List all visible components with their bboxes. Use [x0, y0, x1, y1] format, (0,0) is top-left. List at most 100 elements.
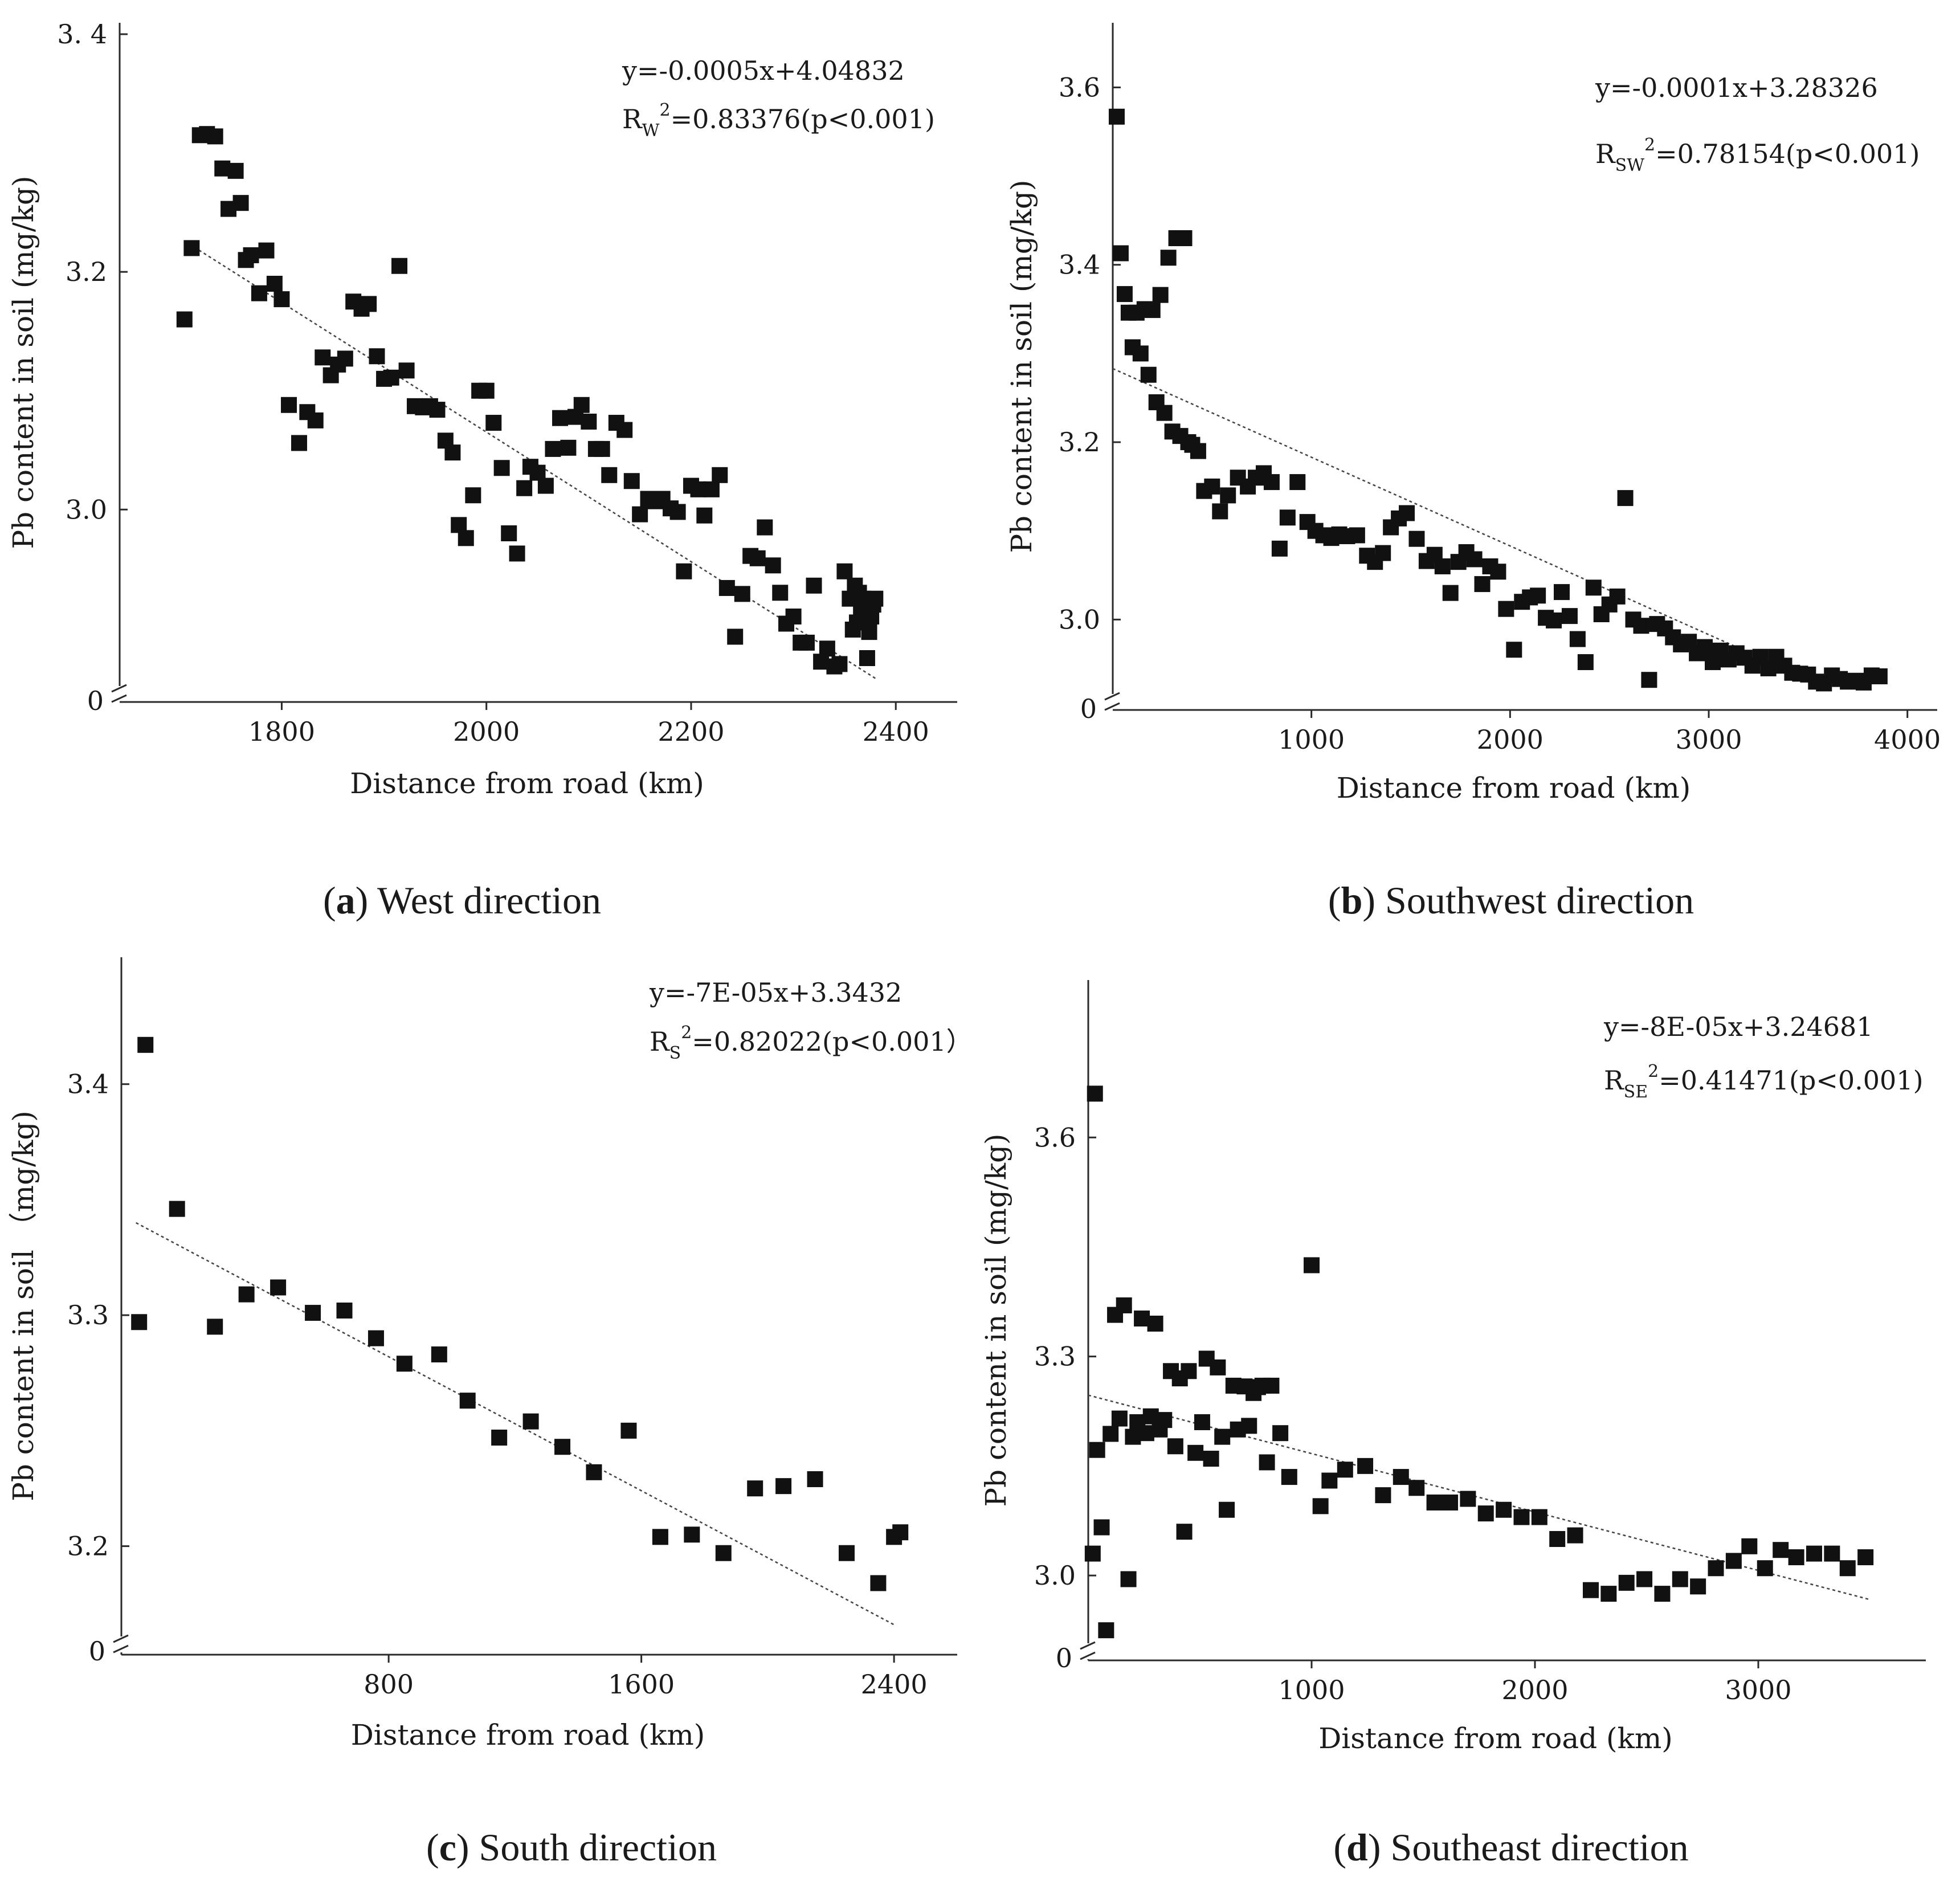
- data-point: [669, 504, 686, 520]
- data-point: [757, 519, 773, 536]
- data-point: [1263, 1377, 1280, 1394]
- caption-paren: ): [1362, 879, 1385, 922]
- y-break-label: 0: [89, 1636, 105, 1667]
- data-point: [1087, 1085, 1103, 1102]
- data-point: [361, 296, 377, 312]
- r-squared-label: RW2=0.83376(p<0.001): [622, 100, 935, 141]
- data-point: [1272, 1425, 1289, 1442]
- data-point: [137, 1036, 154, 1053]
- data-point: [861, 624, 877, 640]
- data-point: [652, 1529, 668, 1545]
- data-point: [391, 258, 408, 274]
- data-point: [772, 585, 789, 601]
- caption-paren: (: [1328, 879, 1341, 922]
- data-point: [718, 579, 735, 596]
- r-squared-label: RSW2=0.78154(p<0.001): [1595, 135, 1920, 175]
- trend-line: [136, 1222, 895, 1626]
- y-axis-title: Pb content in soil (mg/kg): [979, 1133, 1012, 1507]
- r-squared-value: =0.78154(p<0.001): [1655, 138, 1920, 169]
- data-point: [1806, 1545, 1822, 1562]
- data-point: [1204, 478, 1220, 495]
- data-point: [775, 1478, 792, 1495]
- chart-panel-c: 0 3.2 3.3 3.4 800 1600 2400 Distance from road …: [7, 957, 973, 1869]
- data-point: [1116, 1297, 1132, 1313]
- data-point: [1263, 474, 1280, 491]
- data-point: [1617, 490, 1634, 507]
- data-point: [444, 444, 461, 461]
- data-point: [429, 402, 446, 418]
- data-point: [715, 1545, 732, 1561]
- data-point: [1773, 1542, 1789, 1558]
- data-point: [806, 577, 822, 594]
- data-point: [266, 276, 283, 292]
- y-break-label: 0: [1056, 1643, 1072, 1673]
- chart-panel-d: 0 3.0 3.3 3.6 1000 2000 3000 Distance from road…: [979, 980, 1926, 1869]
- caption-paren: (: [426, 1826, 439, 1869]
- data-point: [586, 1464, 602, 1480]
- data-point: [1530, 587, 1546, 604]
- chart-panel-b: 0 3.0 3.2 3.4 3.6 1000 2000 3000 4000 Distance fr…: [1005, 23, 1941, 922]
- x-tick-label: 2000: [453, 716, 520, 747]
- y-tick-label: 3.6: [1059, 72, 1100, 103]
- regression-equation: y=-0.0001x+3.28326: [1595, 72, 1878, 103]
- r-superscript: 2: [1644, 135, 1655, 155]
- data-point: [383, 369, 399, 386]
- data-point: [458, 530, 474, 546]
- data-point: [243, 247, 259, 263]
- data-point: [1312, 1498, 1329, 1515]
- trend-line: [1112, 368, 1828, 689]
- axis-break-mark: [1080, 1651, 1096, 1660]
- data-point: [1187, 1444, 1204, 1461]
- data-point: [807, 1471, 823, 1487]
- data-point: [369, 348, 385, 365]
- r-squared-value: =0.41471(p<0.001): [1659, 1065, 1923, 1096]
- data-point: [1140, 366, 1157, 383]
- data-point: [1636, 1571, 1653, 1587]
- data-point: [1144, 302, 1161, 319]
- data-point: [623, 473, 640, 489]
- data-point: [727, 628, 744, 645]
- data-point: [522, 1413, 539, 1430]
- data-point: [1531, 1509, 1547, 1525]
- r-superscript: 2: [659, 100, 670, 120]
- data-point: [892, 1524, 909, 1541]
- data-point: [1120, 1571, 1137, 1587]
- data-point: [1271, 540, 1288, 557]
- data-point: [620, 1422, 637, 1439]
- regression-equation: y=-8E-05x+3.24681: [1603, 1011, 1873, 1042]
- caption-letter: a: [336, 879, 356, 922]
- data-point: [1577, 654, 1594, 671]
- chart-panel-a: 0 3.0 3.2 3. 4 1800 2000 2200 2400 Distance from…: [7, 19, 957, 922]
- data-point: [396, 1356, 413, 1372]
- data-point: [1434, 558, 1451, 574]
- panel-caption: (a) West direction: [323, 879, 601, 922]
- data-point: [207, 128, 223, 145]
- y-axis-title: Pb content in soil (mg/kg): [1005, 179, 1038, 553]
- data-point: [690, 481, 707, 497]
- data-point: [1690, 1578, 1706, 1595]
- data-point: [169, 1201, 185, 1217]
- data-point: [281, 397, 297, 413]
- data-point: [1496, 1501, 1512, 1518]
- data-point: [1442, 1494, 1459, 1511]
- data-point: [1569, 631, 1586, 647]
- caption-text: South direction: [479, 1826, 717, 1869]
- data-point: [1337, 1462, 1353, 1478]
- data-point: [798, 634, 815, 651]
- data-point: [831, 656, 848, 672]
- data-point: [1279, 509, 1296, 526]
- x-tick-label: 2400: [861, 1669, 928, 1700]
- data-point: [1167, 1438, 1183, 1455]
- data-point: [1506, 642, 1522, 658]
- data-point: [305, 1305, 321, 1321]
- y-tick-label: 3.0: [66, 494, 107, 525]
- y-tick-label: 3.6: [1034, 1122, 1076, 1153]
- data-point: [1824, 1545, 1840, 1562]
- data-point: [712, 467, 728, 483]
- data-point: [307, 412, 324, 428]
- data-point: [554, 1439, 571, 1455]
- axis-break-mark: [113, 1634, 129, 1643]
- data-point: [1399, 505, 1415, 521]
- regression-equation: y=-7E-05x+3.3432: [649, 977, 902, 1008]
